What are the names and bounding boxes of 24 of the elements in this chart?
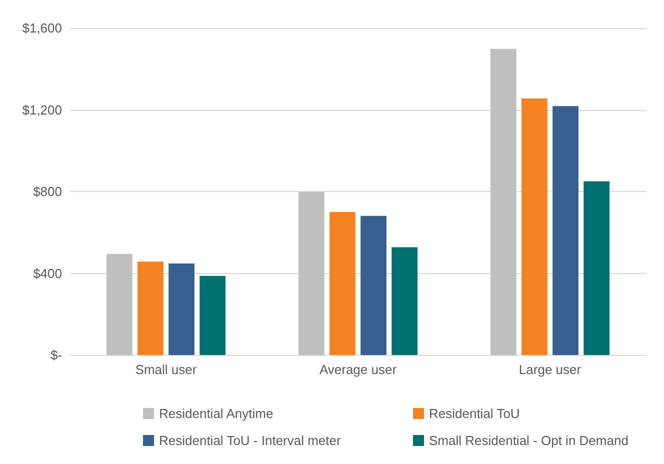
y-tick-label: $1,600 [22, 20, 62, 36]
x-tick-label: Small user [135, 362, 198, 377]
bar [168, 263, 194, 355]
bar [360, 216, 386, 355]
bar [138, 262, 164, 355]
legend-label: Residential Anytime [159, 406, 274, 421]
bar [392, 247, 418, 355]
legend-label: Small Residential - Opt in Demand [429, 433, 628, 448]
bar [298, 192, 324, 355]
y-tick-label: $- [50, 348, 62, 362]
y-tick-label: $400 [33, 266, 62, 281]
bar [490, 48, 516, 355]
bar [330, 212, 356, 355]
bar [200, 276, 226, 355]
legend-label: Residential ToU [429, 406, 520, 421]
x-tick-label: Large user [518, 362, 582, 377]
bar [106, 254, 132, 355]
bar [522, 98, 548, 355]
y-tick-label: $800 [33, 184, 62, 199]
y-tick-label: $1,200 [22, 102, 62, 118]
bar [584, 181, 610, 355]
legend-label: Residential ToU - Interval meter [159, 433, 342, 448]
bar [552, 106, 578, 355]
x-tick-label: Average user [319, 362, 398, 377]
